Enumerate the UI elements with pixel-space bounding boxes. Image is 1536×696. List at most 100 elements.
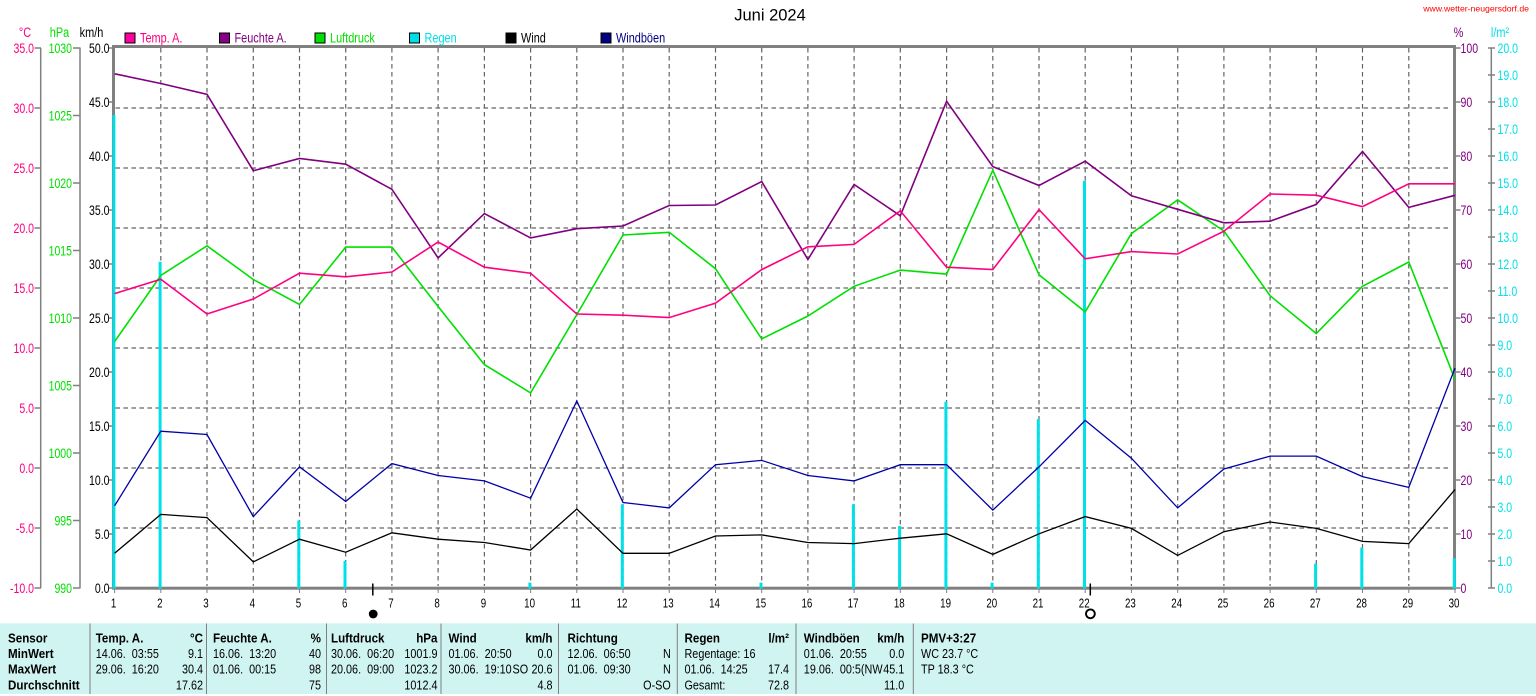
svg-text:995: 995 xyxy=(54,513,72,529)
svg-text:5.0: 5.0 xyxy=(95,527,110,543)
svg-text:Regentage: 16: Regentage: 16 xyxy=(685,646,756,661)
svg-text:12.0: 12.0 xyxy=(1498,257,1519,273)
svg-text:TP 18.3 °C: TP 18.3 °C xyxy=(921,662,974,677)
svg-text:19: 19 xyxy=(940,597,951,611)
svg-text:1: 1 xyxy=(111,597,116,611)
svg-text:16.0: 16.0 xyxy=(1498,149,1519,165)
svg-text:25.0: 25.0 xyxy=(89,311,110,327)
svg-text:3.0: 3.0 xyxy=(1498,500,1513,516)
svg-text:hPa: hPa xyxy=(416,631,437,646)
svg-text:98: 98 xyxy=(309,662,321,677)
svg-text:50.0: 50.0 xyxy=(89,41,110,57)
svg-text:1025: 1025 xyxy=(49,108,73,124)
svg-text:5.0: 5.0 xyxy=(1498,446,1513,462)
svg-text:14.06. 03:55: 14.06. 03:55 xyxy=(96,646,159,661)
svg-text:70: 70 xyxy=(1461,203,1473,219)
svg-text:17.0: 17.0 xyxy=(1498,122,1519,138)
svg-text:9: 9 xyxy=(481,597,486,611)
svg-text:PMV+3:27: PMV+3:27 xyxy=(921,631,976,646)
svg-text:30.0: 30.0 xyxy=(89,257,110,273)
svg-text:12: 12 xyxy=(617,597,628,611)
svg-text:Juni 2024: Juni 2024 xyxy=(734,7,806,25)
svg-text:1023.2: 1023.2 xyxy=(404,662,437,677)
svg-text:01.06. 00:15: 01.06. 00:15 xyxy=(213,662,276,677)
svg-text:1000: 1000 xyxy=(49,446,73,462)
svg-text:2: 2 xyxy=(157,597,162,611)
svg-text:10.0: 10.0 xyxy=(89,473,110,489)
svg-text:40: 40 xyxy=(1461,365,1473,381)
svg-text:17.4: 17.4 xyxy=(768,662,789,677)
svg-text:15.0: 15.0 xyxy=(14,281,35,297)
svg-text:01.06. 20:55: 01.06. 20:55 xyxy=(804,646,867,661)
svg-text:45.1: 45.1 xyxy=(883,662,904,677)
svg-text:90: 90 xyxy=(1461,95,1473,111)
svg-text:13.0: 13.0 xyxy=(1498,230,1519,246)
svg-text:25.0: 25.0 xyxy=(14,161,35,177)
svg-text:Windböen: Windböen xyxy=(804,631,860,646)
svg-text:01.06. 20:50: 01.06. 20:50 xyxy=(449,646,512,661)
svg-text:25: 25 xyxy=(1217,597,1228,611)
svg-text:11: 11 xyxy=(571,597,581,611)
svg-text:Luftdruck: Luftdruck xyxy=(331,631,385,646)
svg-text:km/h: km/h xyxy=(877,631,904,646)
svg-text:10: 10 xyxy=(524,597,535,611)
svg-text:Windböen: Windböen xyxy=(616,30,665,46)
svg-text:26: 26 xyxy=(1264,597,1275,611)
svg-text:6.0: 6.0 xyxy=(1498,419,1513,435)
svg-text:°C: °C xyxy=(190,631,203,646)
svg-text:°C: °C xyxy=(19,25,31,41)
svg-text:30.06. 19:10 SO: 30.06. 19:10 SO xyxy=(449,662,529,677)
svg-text:0.0: 0.0 xyxy=(889,646,904,661)
svg-text:www.wetter-neugersdorf.de: www.wetter-neugersdorf.de xyxy=(1422,4,1529,14)
svg-text:1015: 1015 xyxy=(49,243,73,259)
svg-text:30.0: 30.0 xyxy=(14,101,35,117)
svg-text:2.0: 2.0 xyxy=(1498,527,1513,543)
svg-text:5: 5 xyxy=(296,597,301,611)
svg-text:35.0: 35.0 xyxy=(14,41,35,57)
svg-text:3: 3 xyxy=(203,597,208,611)
svg-text:Feuchte A.: Feuchte A. xyxy=(213,631,272,646)
svg-text:30.06. 06:20: 30.06. 06:20 xyxy=(331,646,394,661)
svg-text:12.06. 06:50: 12.06. 06:50 xyxy=(568,646,631,661)
svg-text:1.0: 1.0 xyxy=(1498,554,1513,570)
svg-text:40.0: 40.0 xyxy=(89,149,110,165)
svg-text:14: 14 xyxy=(709,597,720,611)
svg-text:N: N xyxy=(663,646,671,661)
svg-text:20.06. 09:00: 20.06. 09:00 xyxy=(331,662,394,677)
svg-text:40: 40 xyxy=(309,646,321,661)
svg-text:15.0: 15.0 xyxy=(1498,176,1519,192)
svg-text:24: 24 xyxy=(1171,597,1182,611)
svg-text:16: 16 xyxy=(801,597,812,611)
svg-text:80: 80 xyxy=(1461,149,1473,165)
svg-text:6: 6 xyxy=(342,597,347,611)
svg-text:21: 21 xyxy=(1033,597,1044,611)
svg-text:10.0: 10.0 xyxy=(1498,311,1519,327)
svg-text:Temp. A.: Temp. A. xyxy=(96,631,144,646)
svg-text:19.0: 19.0 xyxy=(1498,68,1519,84)
svg-text:15.0: 15.0 xyxy=(89,419,110,435)
svg-text:20.0: 20.0 xyxy=(14,221,35,237)
svg-text:100: 100 xyxy=(1461,41,1479,57)
svg-text:Regen: Regen xyxy=(685,631,720,646)
svg-text:km/h: km/h xyxy=(525,631,552,646)
svg-text:8: 8 xyxy=(434,597,439,611)
svg-text:Temp. A.: Temp. A. xyxy=(140,30,182,46)
svg-text:1010: 1010 xyxy=(49,311,73,327)
svg-text:11.0: 11.0 xyxy=(884,677,905,692)
svg-text:20.0: 20.0 xyxy=(1498,41,1519,57)
svg-text:18: 18 xyxy=(894,597,905,611)
svg-text:1001.9: 1001.9 xyxy=(404,646,437,661)
svg-text:22: 22 xyxy=(1079,597,1090,611)
svg-text:72.8: 72.8 xyxy=(768,677,789,692)
svg-text:l/m²: l/m² xyxy=(768,631,789,646)
svg-text:60: 60 xyxy=(1461,257,1473,273)
svg-text:23: 23 xyxy=(1125,597,1136,611)
svg-text:Sensor: Sensor xyxy=(8,631,47,646)
svg-text:Durchschnitt: Durchschnitt xyxy=(8,678,80,693)
svg-text:1030: 1030 xyxy=(49,41,73,57)
svg-text:-5.0: -5.0 xyxy=(16,521,34,537)
svg-text:20: 20 xyxy=(1461,473,1473,489)
svg-text:20.0: 20.0 xyxy=(89,365,110,381)
svg-text:10.0: 10.0 xyxy=(14,341,35,357)
svg-text:4.8: 4.8 xyxy=(537,677,552,692)
